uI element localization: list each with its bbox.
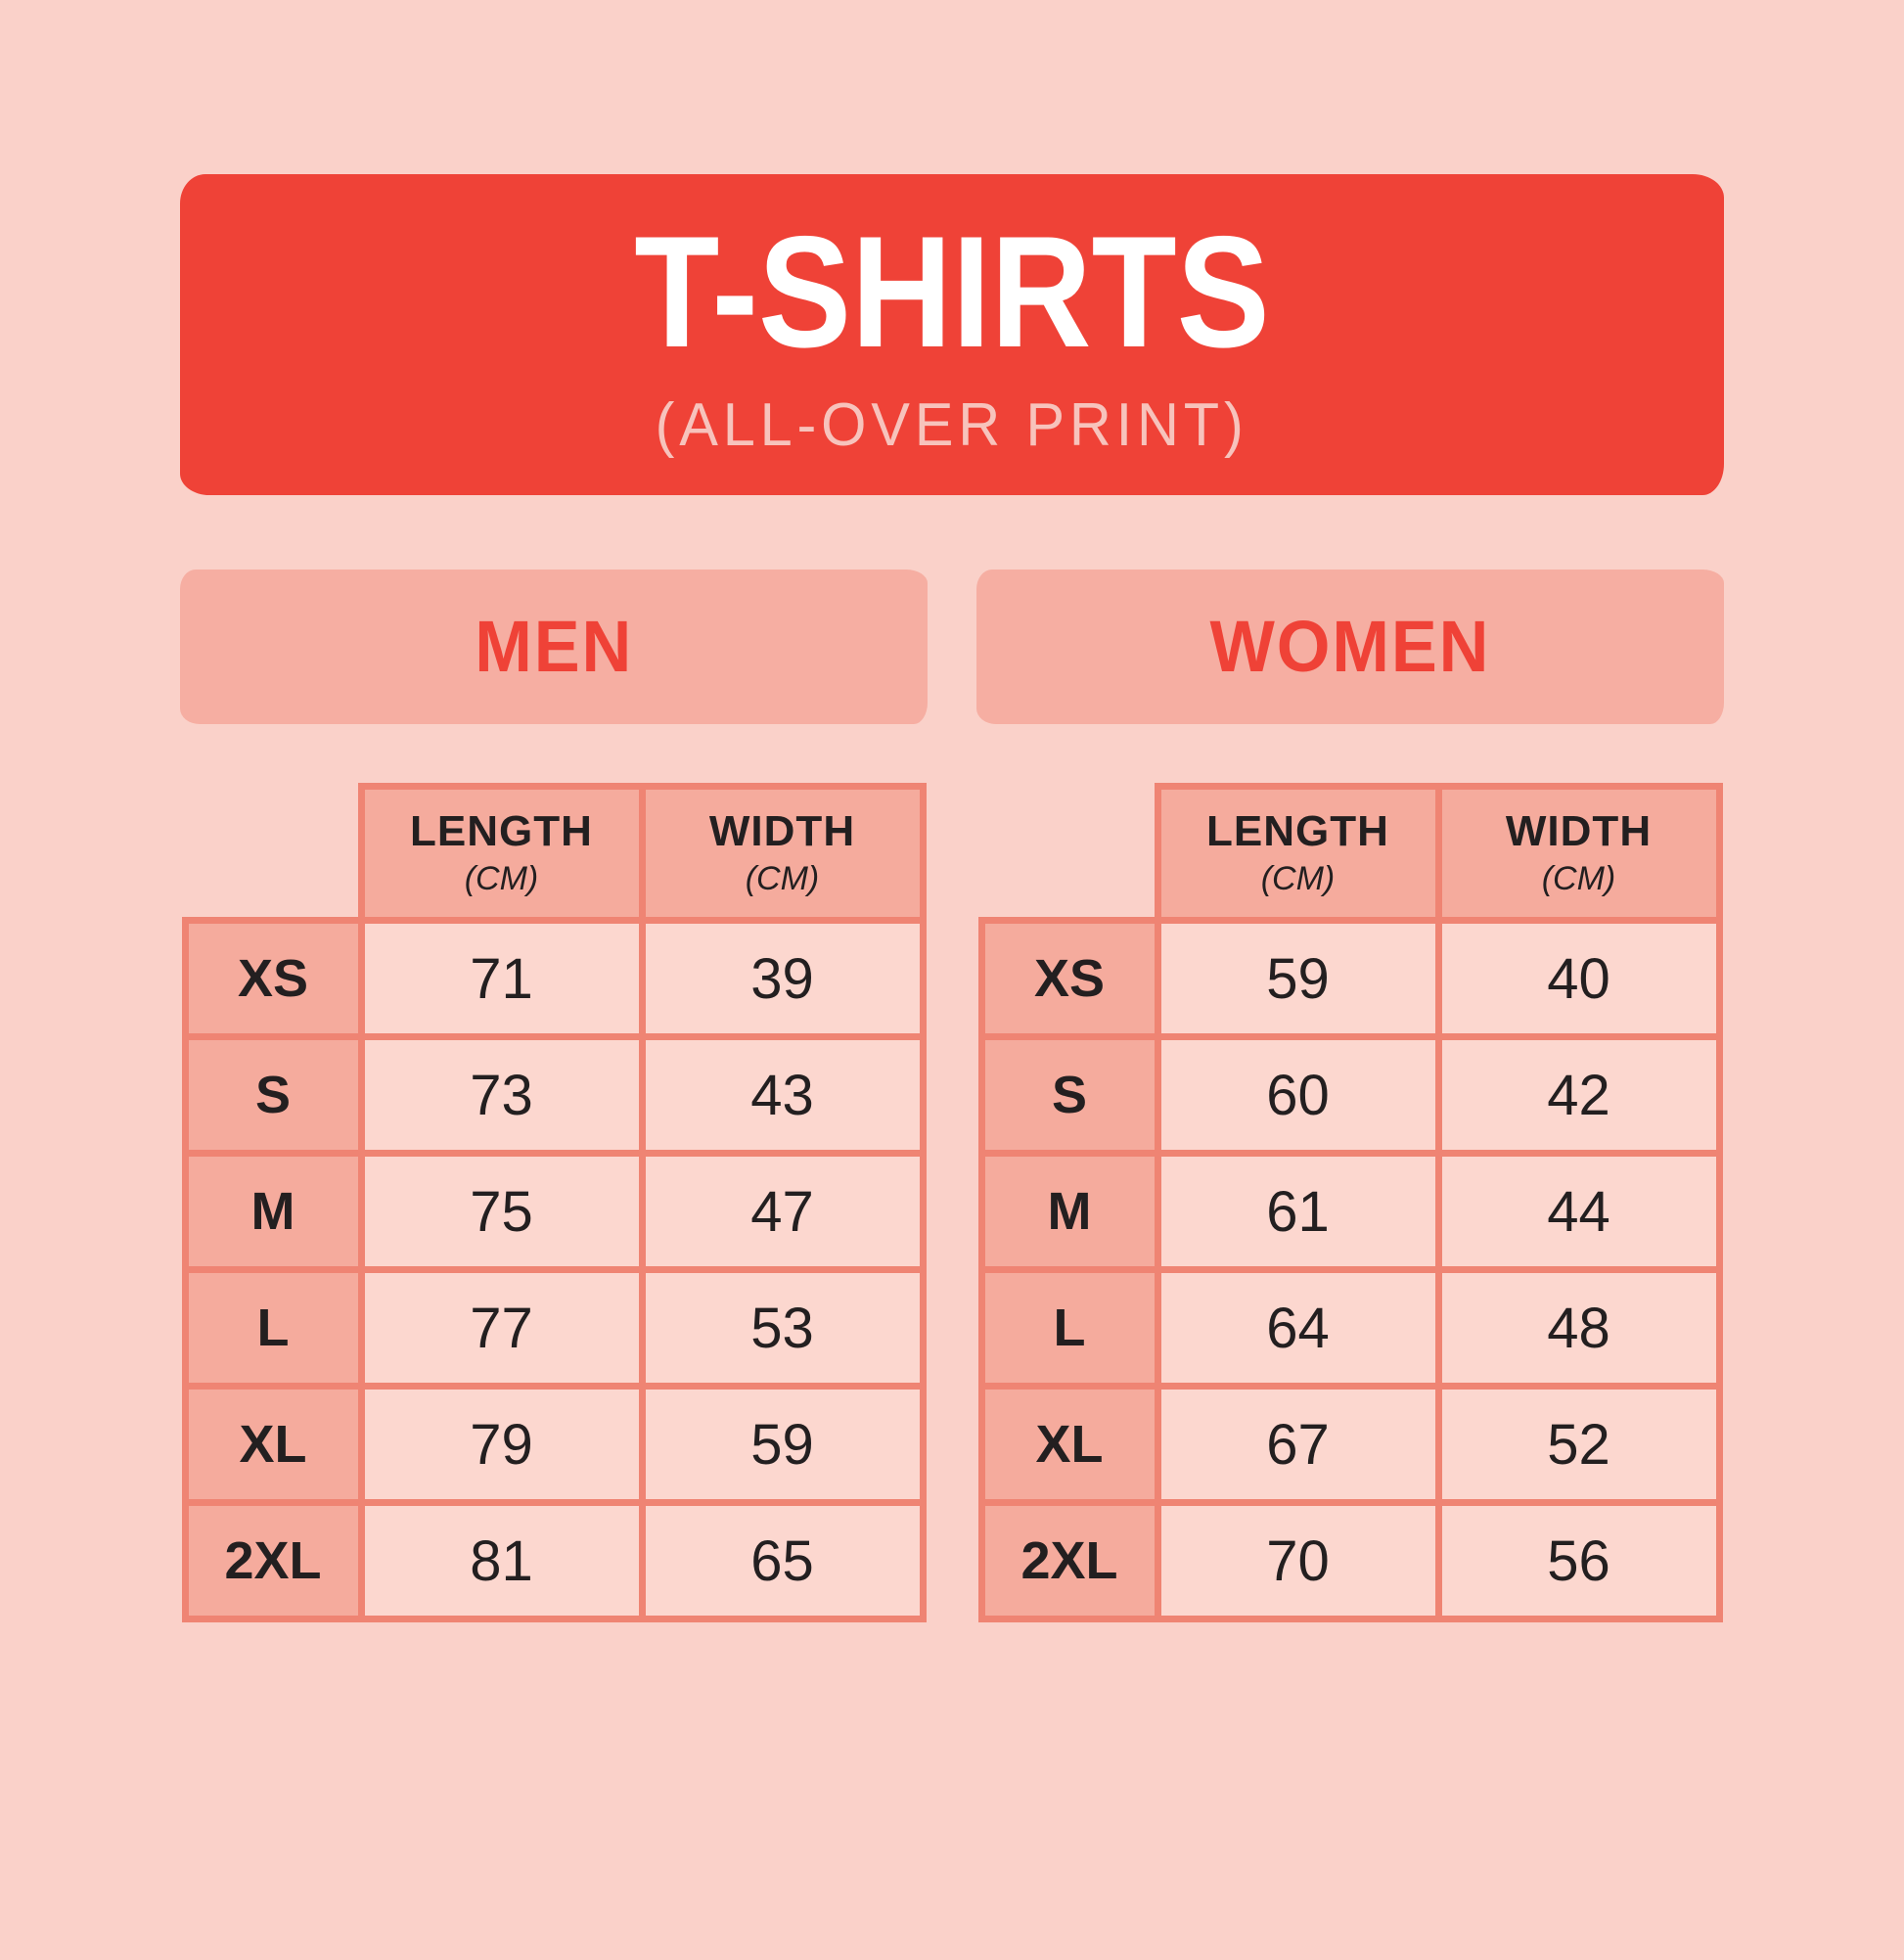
women-section: LENGTH (CM) WIDTH (CM) XS 59 40 — [976, 783, 1724, 1622]
men-corner-cell — [185, 787, 361, 921]
table-row: L 64 48 — [977, 1266, 1723, 1390]
size-cell: M — [977, 1150, 1161, 1273]
women-header-label: WOMEN — [1209, 606, 1491, 687]
width-value-cell: 40 — [1434, 917, 1723, 1040]
width-value-cell: 52 — [1434, 1383, 1723, 1506]
table-row: M 75 47 — [181, 1150, 927, 1273]
tables-row: LENGTH (CM) WIDTH (CM) XS 71 39 — [180, 783, 1724, 1622]
title-banner: T-SHIRTS (ALL-OVER PRINT) — [180, 174, 1724, 495]
women-length-column-header: LENGTH (CM) — [1154, 783, 1442, 924]
men-width-unit: (CM) — [745, 859, 820, 897]
width-value-cell: 65 — [638, 1499, 927, 1622]
table-row: XL 67 52 — [977, 1383, 1723, 1506]
size-cell: S — [977, 1033, 1161, 1157]
length-value-cell: 67 — [1154, 1383, 1442, 1506]
women-size-table: LENGTH (CM) WIDTH (CM) XS 59 40 — [977, 783, 1723, 1622]
table-row: M 61 44 — [977, 1150, 1723, 1273]
women-width-column-header: WIDTH (CM) — [1434, 783, 1723, 924]
width-value-cell: 59 — [638, 1383, 927, 1506]
size-cell: 2XL — [181, 1499, 365, 1622]
men-width-label: WIDTH — [708, 807, 856, 856]
table-row: 2XL 70 56 — [977, 1499, 1723, 1622]
length-value-cell: 81 — [357, 1499, 646, 1622]
women-length-label: LENGTH — [1206, 807, 1389, 856]
men-header-band: MEN — [180, 570, 928, 724]
length-value-cell: 61 — [1154, 1150, 1442, 1273]
size-cell: XL — [181, 1383, 365, 1506]
women-length-unit: (CM) — [1260, 859, 1336, 897]
length-value-cell: 64 — [1154, 1266, 1442, 1390]
women-width-unit: (CM) — [1541, 859, 1616, 897]
length-value-cell: 60 — [1154, 1033, 1442, 1157]
width-value-cell: 43 — [638, 1033, 927, 1157]
width-value-cell: 48 — [1434, 1266, 1723, 1390]
men-width-column-header: WIDTH (CM) — [638, 783, 927, 924]
page-subtitle: (ALL-OVER PRINT) — [656, 391, 1248, 459]
page-title: T-SHIRTS — [634, 204, 1270, 381]
size-cell: 2XL — [977, 1499, 1161, 1622]
size-cell: S — [181, 1033, 365, 1157]
table-row: S 60 42 — [977, 1033, 1723, 1157]
length-value-cell: 77 — [357, 1266, 646, 1390]
men-length-column-header: LENGTH (CM) — [357, 783, 646, 924]
women-header-row: LENGTH (CM) WIDTH (CM) — [981, 783, 1723, 924]
size-cell: L — [977, 1266, 1161, 1390]
women-width-label: WIDTH — [1505, 807, 1653, 856]
table-row: XL 79 59 — [181, 1383, 927, 1506]
women-header-band: WOMEN — [976, 570, 1724, 724]
size-chart-page: T-SHIRTS (ALL-OVER PRINT) MEN WOMEN LENG… — [0, 174, 1904, 1960]
men-header-label: MEN — [475, 606, 633, 687]
table-row: XS 59 40 — [977, 917, 1723, 1040]
length-value-cell: 79 — [357, 1383, 646, 1506]
table-row: XS 71 39 — [181, 917, 927, 1040]
men-length-unit: (CM) — [464, 859, 539, 897]
table-row: 2XL 81 65 — [181, 1499, 927, 1622]
women-corner-cell — [981, 787, 1157, 921]
length-value-cell: 71 — [357, 917, 646, 1040]
size-cell: XL — [977, 1383, 1161, 1506]
width-value-cell: 39 — [638, 917, 927, 1040]
size-cell: XS — [181, 917, 365, 1040]
size-cell: M — [181, 1150, 365, 1273]
width-value-cell: 42 — [1434, 1033, 1723, 1157]
width-value-cell: 47 — [638, 1150, 927, 1273]
men-size-table: LENGTH (CM) WIDTH (CM) XS 71 39 — [181, 783, 927, 1622]
men-section: LENGTH (CM) WIDTH (CM) XS 71 39 — [180, 783, 928, 1622]
width-value-cell: 44 — [1434, 1150, 1723, 1273]
length-value-cell: 73 — [357, 1033, 646, 1157]
length-value-cell: 70 — [1154, 1499, 1442, 1622]
size-cell: L — [181, 1266, 365, 1390]
width-value-cell: 53 — [638, 1266, 927, 1390]
length-value-cell: 59 — [1154, 917, 1442, 1040]
width-value-cell: 56 — [1434, 1499, 1723, 1622]
men-header-row: LENGTH (CM) WIDTH (CM) — [185, 783, 927, 924]
men-length-label: LENGTH — [410, 807, 593, 856]
table-row: L 77 53 — [181, 1266, 927, 1390]
table-row: S 73 43 — [181, 1033, 927, 1157]
size-cell: XS — [977, 917, 1161, 1040]
section-header-row: MEN WOMEN — [180, 570, 1724, 724]
length-value-cell: 75 — [357, 1150, 646, 1273]
